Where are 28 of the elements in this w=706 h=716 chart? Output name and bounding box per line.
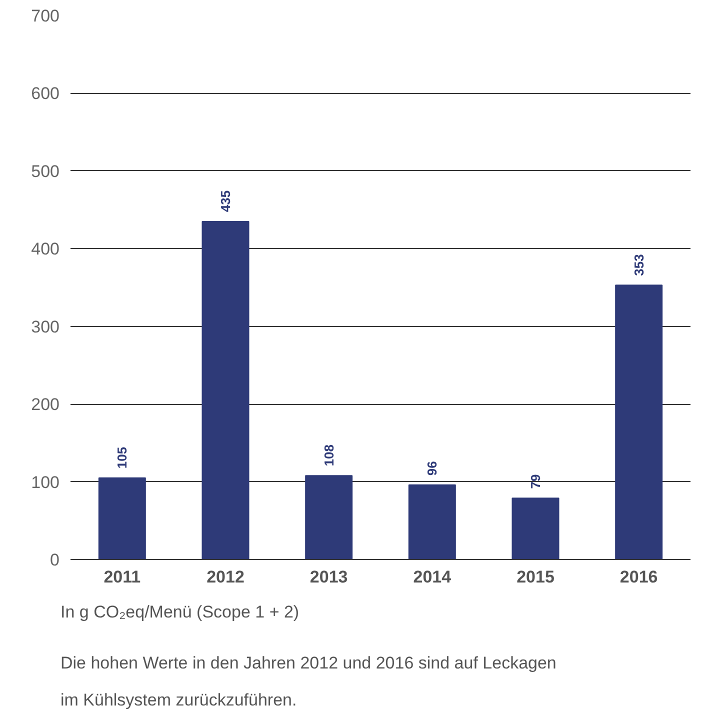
y-tick-label: 0 [50, 550, 60, 570]
x-tick-label: 2013 [310, 568, 348, 586]
text: In g CO₂eq/Menü (Scope 1 + 2) [60, 602, 300, 622]
bar [98, 477, 146, 560]
x-tick-label: 2012 [206, 568, 244, 586]
x-tick-label: 2016 [620, 568, 658, 586]
data-label: 96 [424, 461, 440, 476]
x-tick-label: 2014 [413, 568, 452, 586]
y-tick-label: 600 [31, 84, 60, 104]
bar [408, 484, 456, 560]
y-tick-label: 300 [31, 317, 60, 336]
data-label: 105 [114, 446, 130, 469]
y-tick-label: 700 [31, 6, 60, 26]
data-label: 108 [321, 444, 336, 466]
data-label: 353 [631, 254, 646, 276]
x-tick-label: 2011 [104, 568, 141, 586]
text: Die hohen Werte in den Jahren 2012 und 2016 sind auf Leckagen im Kühlsystem zurückzuführen. [60, 654, 556, 710]
data-label: 79 [528, 474, 543, 489]
y-tick-label: 500 [31, 162, 60, 181]
x-tick-label: 2015 [516, 568, 554, 586]
y-tick-label: 100 [31, 472, 60, 492]
bar [305, 475, 353, 560]
bar [615, 284, 663, 560]
data-label: 435 [218, 190, 233, 212]
y-tick-label: 400 [31, 240, 60, 259]
y-tick-label: 200 [31, 395, 60, 414]
bar [202, 220, 250, 560]
bar [512, 498, 560, 560]
